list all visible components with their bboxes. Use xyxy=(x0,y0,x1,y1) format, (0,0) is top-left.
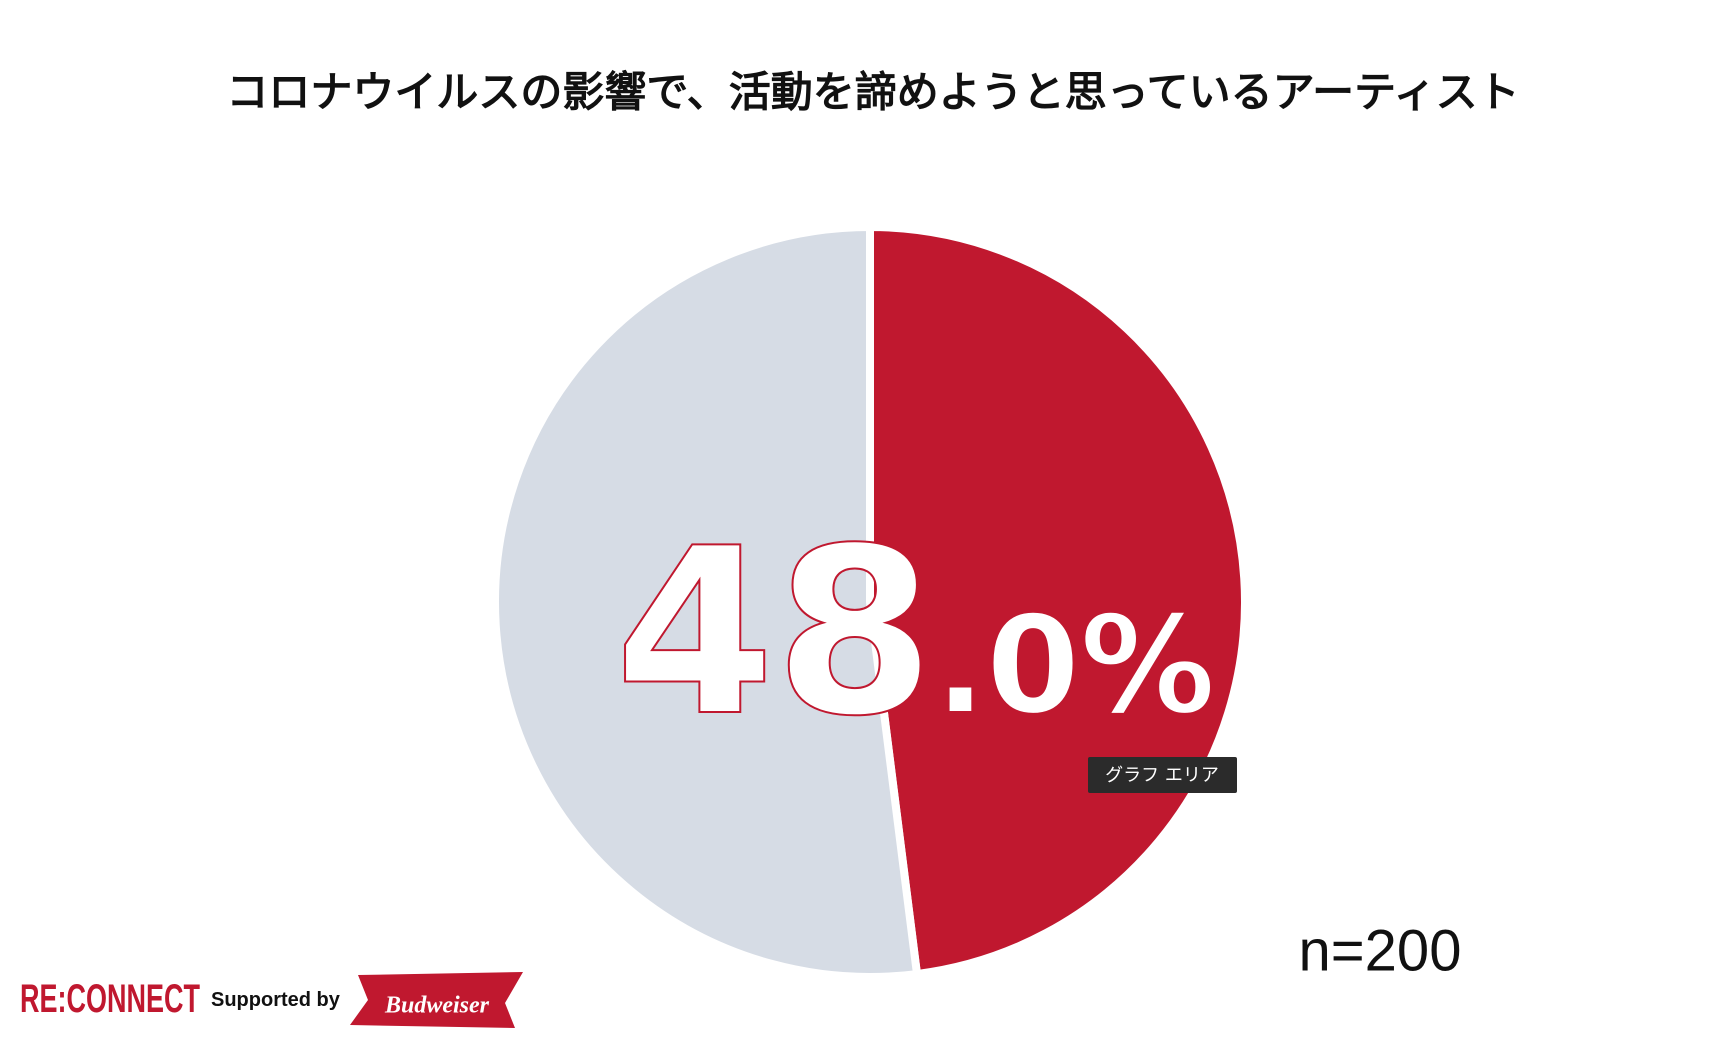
sponsor-shape xyxy=(350,972,523,1028)
value-label: 48.0% xyxy=(615,500,1216,767)
tooltip-text: グラフ エリア xyxy=(1105,765,1219,786)
sponsor-logo: Budweiser xyxy=(350,972,523,1028)
pie-slice xyxy=(491,223,921,981)
tooltip-box xyxy=(1088,757,1237,793)
brand-logo: RE:CONNECT xyxy=(20,977,200,1021)
chart-title: コロナウイルスの影響で、活動を諦めようと思っているアーティスト xyxy=(226,68,1519,117)
sponsor-text: Budweiser xyxy=(384,993,490,1019)
supported-text: Supported by xyxy=(211,989,341,1011)
pie xyxy=(491,223,1249,981)
annotation: n=200 xyxy=(1299,918,1462,983)
tooltip: グラフ エリア xyxy=(1088,757,1237,793)
